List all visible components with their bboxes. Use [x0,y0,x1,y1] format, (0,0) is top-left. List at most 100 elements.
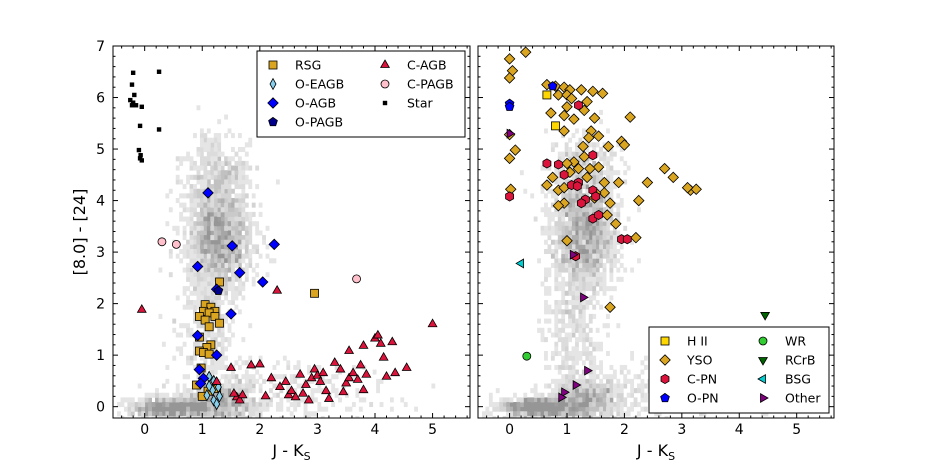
data-point [561,157,573,170]
data-point [601,209,613,221]
data-point [584,162,596,175]
x-tick-label: 3 [677,422,686,438]
data-point [505,191,514,202]
data-point [193,363,206,376]
data-point [503,72,516,84]
data-point [344,372,355,382]
data-point [554,159,563,170]
legend: H II YSO C-PN O-PN WR RCrB BSG Other [648,326,830,414]
data-point [558,392,568,403]
legend-entry: Other [760,391,821,406]
legend-marker [757,357,769,366]
data-point [225,308,237,320]
data-point [335,363,346,373]
y-tick-label: 3 [96,245,105,261]
data-point [137,123,143,129]
data-point [610,217,622,230]
data-point [138,153,143,158]
legend-entry: YSO [659,353,713,368]
data-point [602,140,615,153]
data-point [558,109,570,122]
data-point [552,89,565,101]
data-point [541,179,553,191]
data-point [594,209,603,221]
legend-label: O-PN [687,391,719,406]
data-point [542,158,552,169]
legend-label: C-AGB [407,58,447,73]
data-point [581,95,593,108]
data-point [641,176,654,189]
data-point [546,171,559,184]
legend-entry: Star [382,96,433,111]
data-point [191,329,204,342]
data-point [215,318,224,328]
legend-marker [380,79,390,89]
series-h-ii [542,90,560,131]
density-map [117,105,436,418]
data-point [578,151,590,163]
legend-entry: C-PN [660,372,717,387]
data-point [315,376,326,385]
data-point [588,112,601,124]
x-tick-label: 5 [792,422,801,438]
legend-entry: RSG [268,58,321,73]
x-tick-label: 1 [198,422,207,438]
data-point [519,46,532,58]
data-point [592,161,605,173]
right-panel: 0 1 2 3 4 5 J - KS H II YSO C-PN O-PN WR RCrB BSG Othe… [477,45,835,463]
plot-frame [112,45,471,419]
data-point [581,171,593,184]
data-point [375,338,386,347]
data-point [297,387,309,397]
data-point [266,372,277,382]
data-point [387,336,398,346]
data-point [260,390,271,400]
legend-label: O-EAGB [295,77,344,92]
data-point [378,351,389,361]
data-point [355,359,366,369]
x-tick-label: 0 [140,422,149,438]
legend-label: H II [687,334,708,349]
y-tick-label: 4 [96,194,105,210]
y-tick-label: 0 [96,400,105,416]
data-point [427,318,438,328]
data-point [295,368,306,378]
data-point [129,103,135,108]
data-point [574,100,583,111]
legend-label: YSO [686,353,713,368]
series-o-pagb [213,285,224,295]
data-point [604,301,616,313]
legend-marker [758,336,768,346]
data-point [588,150,598,161]
data-point [561,101,573,113]
legend-label: O-PAGB [295,115,343,130]
y-axis [478,45,834,408]
data-point [504,101,515,111]
data-point [300,379,311,388]
data-point [667,171,679,184]
data-point [323,393,334,402]
data-point [515,258,524,269]
data-point [204,322,214,332]
data-point [233,266,246,279]
data-point [205,379,213,393]
data-point [598,187,611,199]
data-point [522,351,532,361]
data-point [630,231,642,244]
series-c-pagb [157,237,361,284]
data-point [572,379,582,391]
data-point [133,103,139,108]
y-tick-label: 6 [96,91,105,107]
data-point [618,139,631,151]
data-point [551,121,560,131]
y-tick-label: 2 [96,297,105,313]
x-tick-label: 2 [620,422,629,438]
series-o-pn [504,81,558,111]
data-point [681,181,694,194]
data-point [358,340,369,349]
data-point [575,84,588,96]
data-point [226,362,237,371]
data-point [344,345,355,354]
legend-marker [660,392,670,403]
series-c-agb [136,284,438,404]
